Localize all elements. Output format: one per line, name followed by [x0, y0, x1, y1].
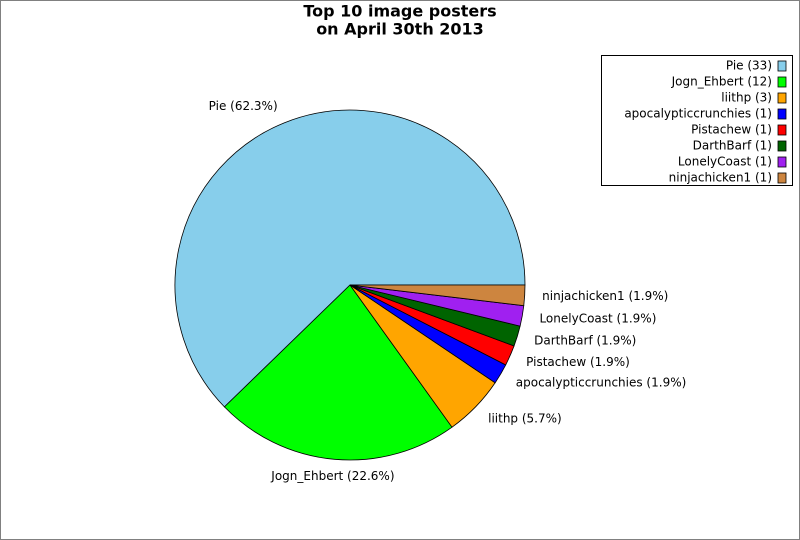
pie-slice	[223, 284, 453, 461]
legend-box	[601, 55, 793, 186]
legend-label: apocalypticcrunchies (1)	[624, 107, 772, 121]
legend-label: liithp (3)	[721, 91, 772, 105]
pie-slice	[174, 109, 526, 408]
legend-label: Pie (33)	[726, 59, 772, 73]
legend-swatch	[777, 124, 787, 136]
legend-swatch	[777, 140, 787, 152]
legend-label: LonelyCoast (1)	[678, 155, 772, 169]
slice-label: Pie (62.3%)	[209, 99, 278, 113]
legend-label: Pistachew (1)	[691, 123, 772, 137]
legend-label: DarthBarf (1)	[693, 139, 772, 153]
legend-swatch	[777, 76, 787, 88]
pie-slice	[349, 284, 526, 307]
legend-swatch	[777, 92, 787, 104]
slice-label: apocalypticcrunchies (1.9%)	[516, 375, 687, 389]
slice-label: Pistachew (1.9%)	[526, 355, 630, 369]
legend-swatch	[777, 60, 787, 72]
chart-title: on April 30th 2013	[316, 20, 484, 39]
slice-label: liithp (5.7%)	[488, 412, 562, 426]
slice-label: ninjachicken1 (1.9%)	[542, 289, 668, 303]
slice-label: DarthBarf (1.9%)	[534, 334, 636, 348]
chart-title: Top 10 image posters	[303, 2, 496, 21]
legend-swatch	[777, 156, 787, 168]
slice-label: LonelyCoast (1.9%)	[539, 312, 656, 326]
slice-label: Jogn_Ehbert (22.6%)	[270, 469, 394, 483]
legend-label: Jogn_Ehbert (12)	[671, 75, 772, 89]
legend-label: ninjachicken1 (1)	[669, 171, 772, 185]
legend-swatch	[777, 172, 787, 184]
legend-swatch	[777, 108, 787, 120]
